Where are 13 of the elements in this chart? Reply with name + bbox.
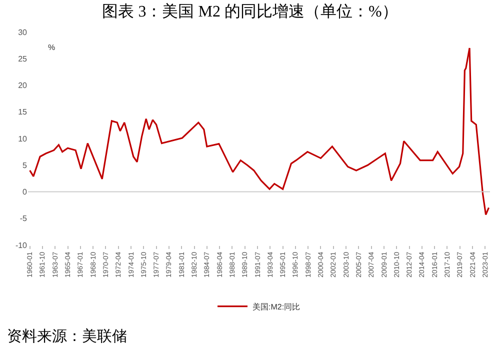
y-tick-label: -10 <box>15 240 28 250</box>
y-tick-label: 20 <box>18 81 28 90</box>
y-tick-label: -5 <box>20 214 28 224</box>
text: 资料来源：美联储 <box>7 328 127 345</box>
y-tick-label: 10 <box>18 134 28 144</box>
chart-title: 图表 3：美国 M2 的同比增速（单位：%） <box>102 2 398 20</box>
annotation: % <box>48 43 56 52</box>
legend-label: 美国:M2:同比 <box>252 302 300 312</box>
y-tick-label: 15 <box>18 108 28 117</box>
y-tick-label: 30 <box>18 28 28 37</box>
y-tick-label: 0 <box>22 188 28 197</box>
y-tick-label: 25 <box>18 54 28 64</box>
y-tick-label: 5 <box>22 160 28 170</box>
